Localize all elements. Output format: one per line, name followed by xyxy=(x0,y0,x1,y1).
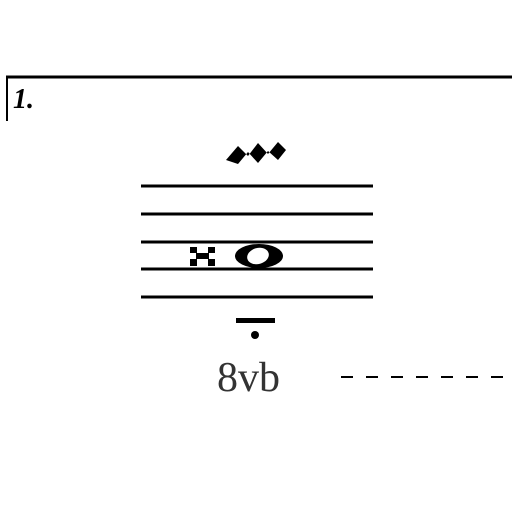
ottava-bassa: 8vb xyxy=(217,355,512,401)
fermata-below-icon xyxy=(236,318,275,339)
mordent-icon xyxy=(226,142,286,164)
volta-bracket: 1. xyxy=(6,75,512,121)
x-notehead xyxy=(190,247,215,266)
whole-note xyxy=(235,244,283,268)
volta-bracket-number: 1. xyxy=(13,84,34,115)
staff xyxy=(141,184,373,299)
ottava-label: 8vb xyxy=(217,355,280,401)
